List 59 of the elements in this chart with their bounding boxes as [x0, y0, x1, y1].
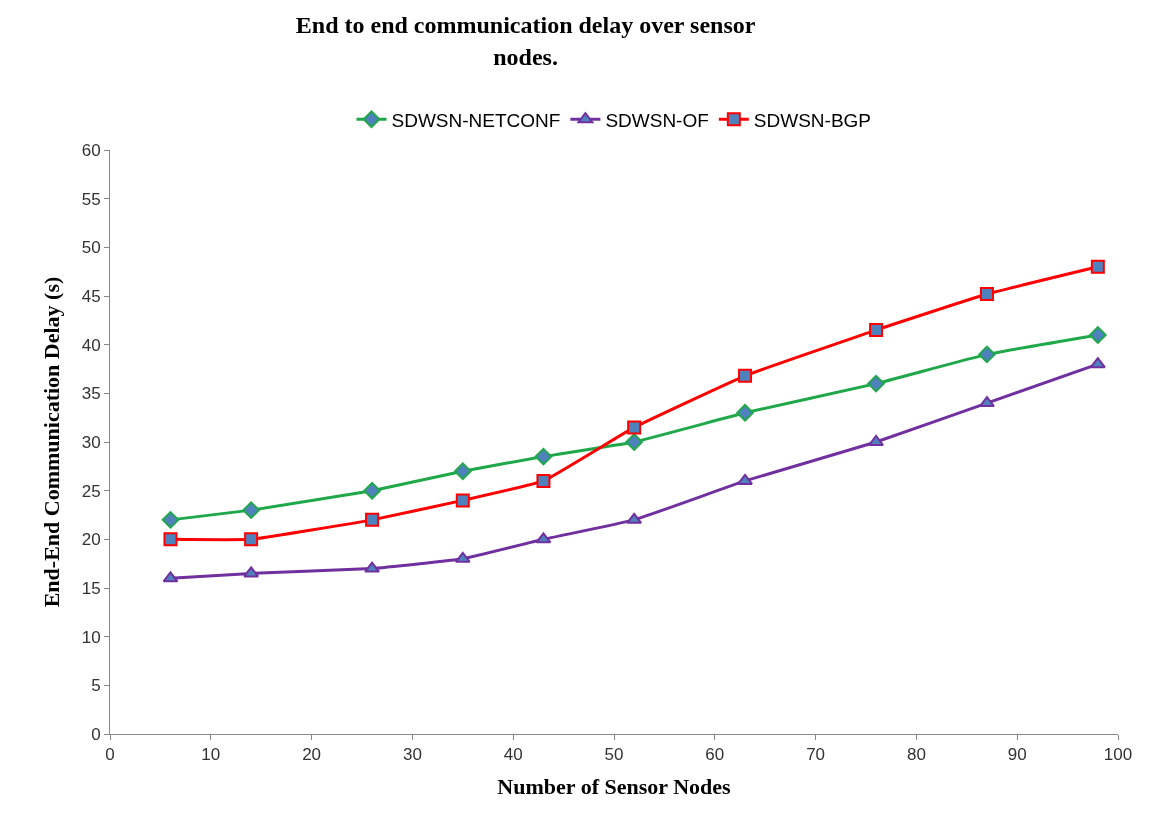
legend-label: SDWSN-NETCONF — [391, 109, 561, 131]
point — [736, 404, 754, 422]
x-tick-label: 30 — [402, 745, 422, 765]
x-tick-label: 20 — [302, 745, 322, 765]
chart-title: End to end communication delay over sensor nodes. — [295, 12, 756, 70]
x-tick-label: 10 — [201, 745, 221, 765]
point — [162, 571, 179, 583]
legend-label: SDWSN-BGP — [753, 109, 872, 131]
y-axis-title: End-End Communication Delay (s) — [39, 276, 65, 608]
point — [627, 420, 642, 435]
y-tick-label: 60 — [81, 140, 101, 160]
point — [737, 473, 753, 485]
point — [738, 368, 753, 383]
point — [1090, 259, 1105, 274]
x-tick-label: 90 — [1007, 745, 1027, 765]
legend-label: SDWSN-OF — [605, 109, 709, 131]
y-tick-label: 0 — [91, 724, 101, 744]
x-tick-label: 50 — [604, 745, 624, 765]
point — [454, 462, 472, 480]
point — [455, 493, 470, 508]
y-tick-label: 35 — [81, 384, 101, 404]
y-tick-label: 50 — [81, 238, 101, 258]
point — [534, 447, 553, 466]
x-tick-label: 40 — [503, 745, 523, 765]
x-tick-label: 80 — [906, 745, 926, 765]
point — [535, 532, 552, 544]
y-tick-label: 45 — [81, 286, 101, 306]
y-tick-label: 25 — [81, 481, 101, 501]
point — [979, 287, 994, 302]
point — [979, 396, 995, 408]
point — [163, 532, 178, 547]
point — [536, 473, 551, 488]
y-tick-label: 10 — [81, 627, 101, 647]
point — [1089, 357, 1106, 369]
point — [364, 561, 381, 573]
point — [243, 566, 260, 578]
y-tick-label: 30 — [81, 432, 101, 452]
point — [161, 511, 180, 529]
point — [1089, 326, 1107, 344]
point — [363, 481, 381, 500]
y-tick-label: 55 — [81, 189, 101, 209]
point — [365, 512, 380, 527]
point — [869, 323, 884, 338]
point — [867, 374, 885, 393]
point — [244, 532, 259, 547]
y-tick-label: 5 — [91, 676, 101, 696]
x-tick-label: 100 — [1103, 745, 1133, 765]
x-tick-label: 70 — [806, 745, 826, 765]
point — [454, 551, 471, 563]
y-tick-label: 20 — [81, 530, 101, 550]
x-axis-title: Number of Sensor Nodes — [497, 774, 732, 800]
x-tick-label: 0 — [105, 745, 115, 765]
y-tick-label: 15 — [81, 578, 101, 598]
x-tick-label: 60 — [705, 745, 725, 765]
point — [242, 501, 260, 519]
y-tick-label: 40 — [81, 335, 101, 355]
point — [626, 512, 643, 524]
point — [625, 433, 643, 451]
point — [978, 345, 996, 364]
